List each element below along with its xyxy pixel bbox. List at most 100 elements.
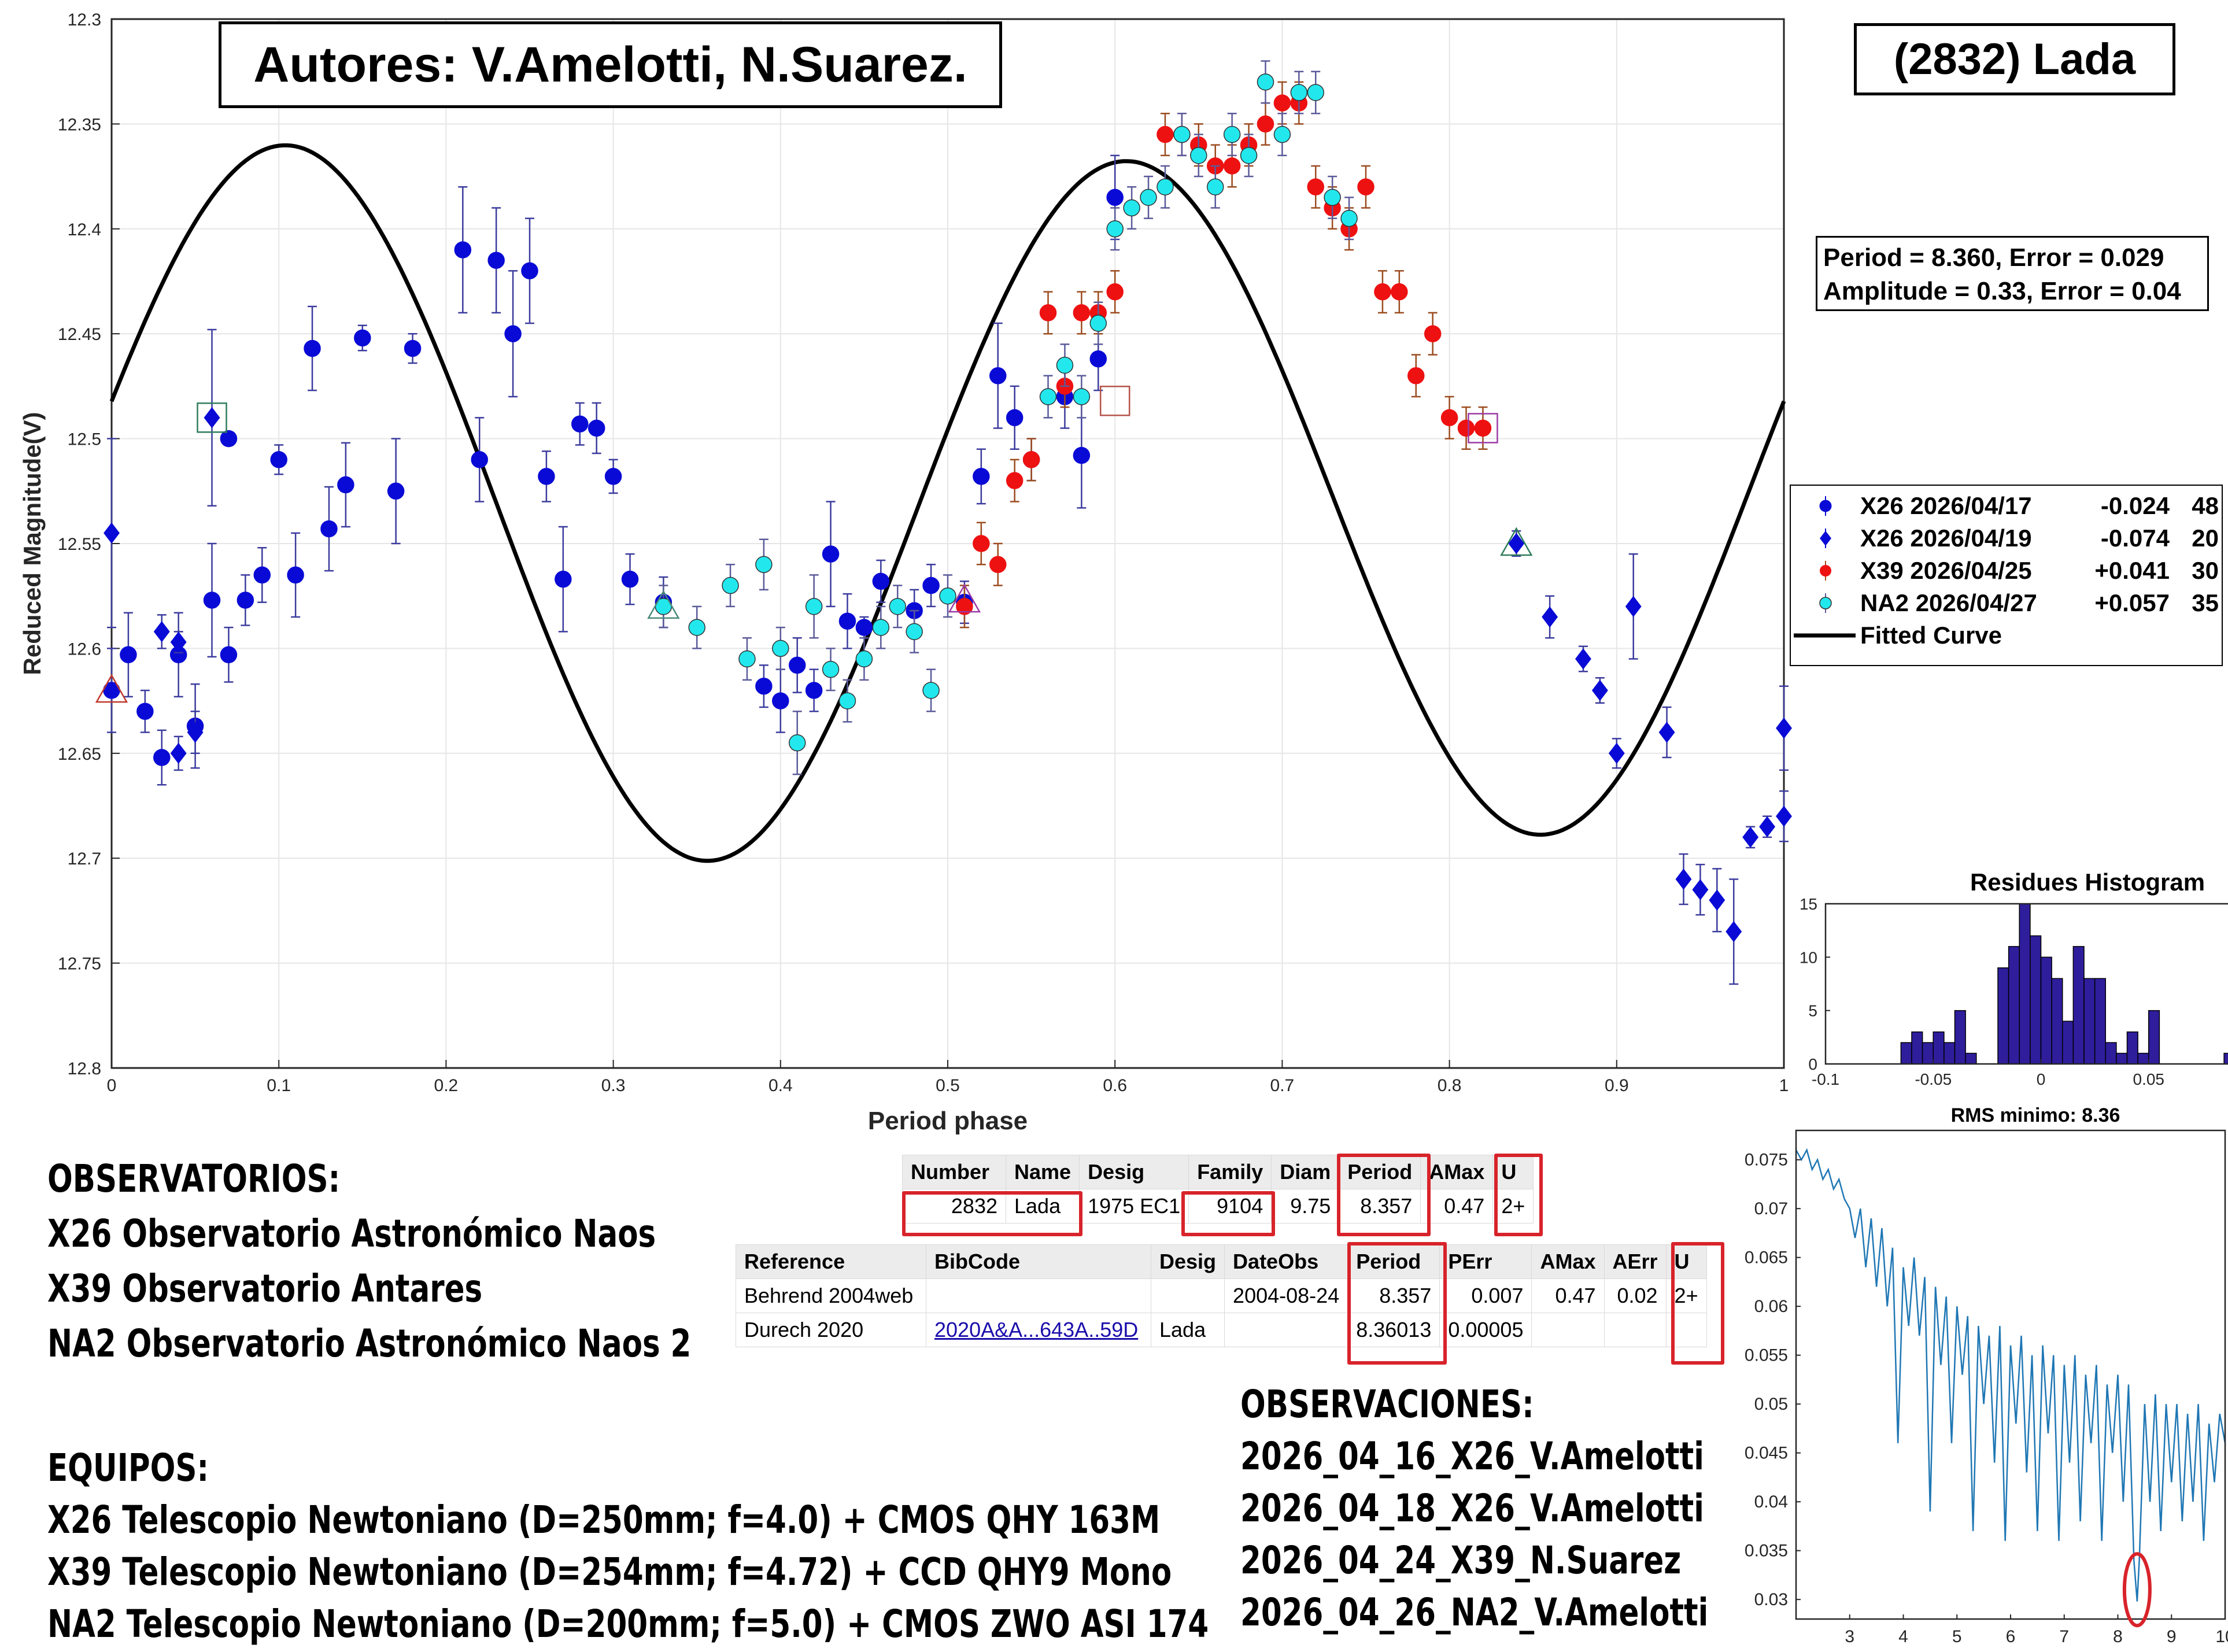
data-point	[1240, 147, 1258, 164]
rms-periodogram: RMS minimo: 8.36 3 4 5 6 7 8 9 10 0.03 0.035 0.04 0…	[1745, 1104, 2228, 1646]
histogram-bar	[1900, 1042, 1912, 1065]
y-tick-label: 12.8	[68, 1059, 101, 1078]
x-tick-label: 0.05	[2133, 1070, 2165, 1088]
cell-family: 9104	[1188, 1189, 1272, 1224]
y-tick-label: 0.05	[1754, 1395, 1788, 1414]
bibcode-link[interactable]: 2020A&A...643A..59D	[934, 1318, 1139, 1341]
data-point	[889, 598, 906, 615]
x-tick-label: 1	[1779, 1076, 1789, 1095]
data-point	[487, 252, 505, 269]
rms-minimum-highlight	[2122, 1552, 2152, 1628]
cell-diam: 9.75	[1271, 1189, 1340, 1224]
data-point	[755, 677, 773, 695]
data-point	[1776, 718, 1792, 739]
x-tick-label: 0.7	[1270, 1076, 1295, 1095]
circle-marker-icon	[1819, 593, 1832, 613]
table-row: Behrend 2004web 2004-08-24 8.357 0.007 0…	[736, 1278, 1707, 1313]
observacion-line: 2026_04_18_X26_V.Amelotti	[1240, 1486, 1704, 1531]
authors-text: Autores: V.Amelotti, N.Suarez.	[253, 36, 967, 93]
data-point	[1106, 189, 1124, 206]
data-point	[1508, 533, 1525, 555]
data-point	[788, 656, 806, 674]
legend-label: X26 2026/04/19	[1860, 524, 2032, 552]
data-point	[722, 576, 739, 594]
legend-item: X26 2026/04/19 -0.074 20	[1791, 522, 2219, 555]
histogram-bar	[2148, 1010, 2160, 1065]
legend-offset: -0.074	[2100, 524, 2170, 552]
data-point	[1257, 73, 1274, 91]
y-tick-label: 0.035	[1745, 1542, 1788, 1561]
histogram-bar	[1997, 967, 2009, 1065]
data-point	[1039, 304, 1057, 321]
histogram-title: Residues Histogram	[1970, 868, 2205, 896]
data-point	[939, 587, 956, 605]
legend-item: X26 2026/04/17 -0.024 48	[1791, 489, 2219, 523]
y-tick-label: 0.03	[1754, 1590, 1788, 1609]
col-header: DateObs	[1224, 1244, 1348, 1279]
cell-u: 2+	[1492, 1189, 1534, 1224]
data-point	[1307, 178, 1324, 195]
data-point	[387, 482, 405, 500]
data-point	[1457, 419, 1475, 437]
histogram-bar	[2008, 946, 2020, 1065]
legend-count: 30	[2192, 557, 2219, 584]
data-point	[1374, 283, 1391, 301]
data-point	[220, 430, 238, 448]
x-tick-label: 8	[2113, 1627, 2123, 1646]
legend-offset: +0.057	[2094, 589, 2170, 616]
cell-bibcode	[926, 1278, 1151, 1313]
data-point	[1273, 125, 1291, 143]
data-point	[337, 476, 354, 494]
data-point	[1157, 178, 1174, 195]
rms-title: RMS minimo: 8.36	[1951, 1104, 2120, 1126]
data-point	[1190, 147, 1207, 164]
table-row: 2832 Lada 1975 EC1 9104 9.75 8.357 0.47 …	[902, 1189, 1534, 1224]
col-header: AMax	[1531, 1244, 1605, 1279]
data-point	[772, 692, 789, 709]
cell-aerr: 0.02	[1603, 1278, 1667, 1313]
y-tick-label: 0.065	[1745, 1248, 1788, 1267]
observacion-line: 2026_04_16_X26_V.Amelotti	[1240, 1434, 1704, 1479]
histogram-bar	[2030, 935, 2042, 1065]
x-tick-label: 9	[2167, 1627, 2177, 1646]
equipo-line: X26 Telescopio Newtoniano (D=250mm; f=4.…	[47, 1498, 1161, 1542]
x-tick-label: 0.5	[936, 1076, 960, 1095]
data-point	[170, 742, 187, 764]
x-tick-label: -0.1	[1812, 1070, 1839, 1088]
data-point	[1726, 921, 1742, 943]
x-axis-label: Period phase	[868, 1107, 1028, 1135]
data-point	[1223, 157, 1241, 175]
data-point	[1073, 304, 1091, 321]
legend-offset: -0.024	[2100, 492, 2170, 519]
legend-label: X26 2026/04/17	[1860, 492, 2032, 519]
data-point	[1290, 84, 1308, 101]
legend-label: X39 2026/04/25	[1860, 557, 2032, 584]
cell-name: Lada	[1005, 1189, 1080, 1224]
cell-period: 8.357	[1347, 1278, 1440, 1313]
data-point	[1776, 805, 1792, 827]
cell-aerr	[1603, 1313, 1667, 1347]
data-point	[1206, 178, 1224, 195]
table-header-row: Reference BibCode Desig DateObs Period P…	[736, 1244, 1707, 1279]
data-point	[906, 623, 923, 641]
data-point	[1073, 446, 1091, 464]
data-points	[103, 60, 1792, 985]
data-point	[1407, 367, 1425, 385]
col-header: Desig	[1079, 1155, 1189, 1189]
data-point	[872, 619, 890, 636]
data-point	[153, 621, 170, 642]
data-point	[253, 566, 271, 584]
legend-count: 20	[2192, 524, 2219, 552]
y-tick-label: 12.4	[68, 220, 101, 239]
lightcurve-chart: 0 0.1 0.2 0.3 0.4 0.5 0.6 0.7 0.8 0.9 1 12.3 12.35 12…	[19, 10, 1792, 1135]
fitted-curve-line	[109, 143, 1786, 863]
histogram-bar	[2126, 1031, 2138, 1065]
x-tick-label: 0.6	[1103, 1076, 1127, 1095]
y-tick-label: 12.3	[68, 10, 101, 29]
data-point	[1006, 409, 1024, 427]
observatorio-line: NA2 Observatorio Astronómico Naos 2	[47, 1321, 692, 1366]
x-tick-label: 0.4	[768, 1076, 793, 1095]
diamond-marker-icon	[1820, 529, 1831, 548]
y-tick-label: 12.35	[58, 115, 101, 134]
